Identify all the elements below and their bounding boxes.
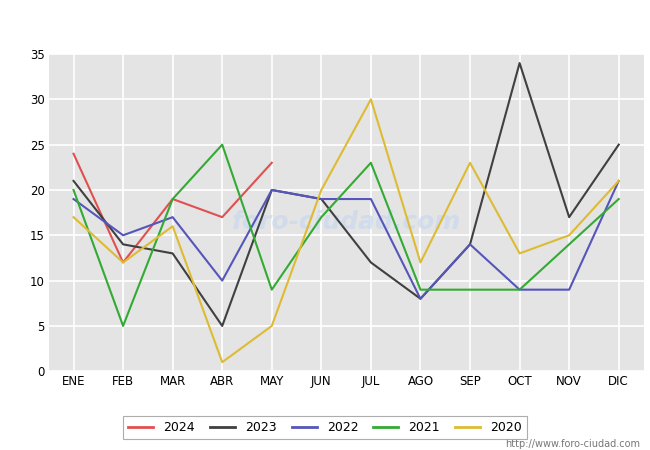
Text: foro-ciudad.com: foro-ciudad.com [231,210,461,234]
Text: Matriculaciones de Vehiculos en Benaguasil: Matriculaciones de Vehiculos en Benaguas… [144,14,506,33]
Legend: 2024, 2023, 2022, 2021, 2020: 2024, 2023, 2022, 2021, 2020 [124,416,526,439]
Text: http://www.foro-ciudad.com: http://www.foro-ciudad.com [505,439,640,449]
